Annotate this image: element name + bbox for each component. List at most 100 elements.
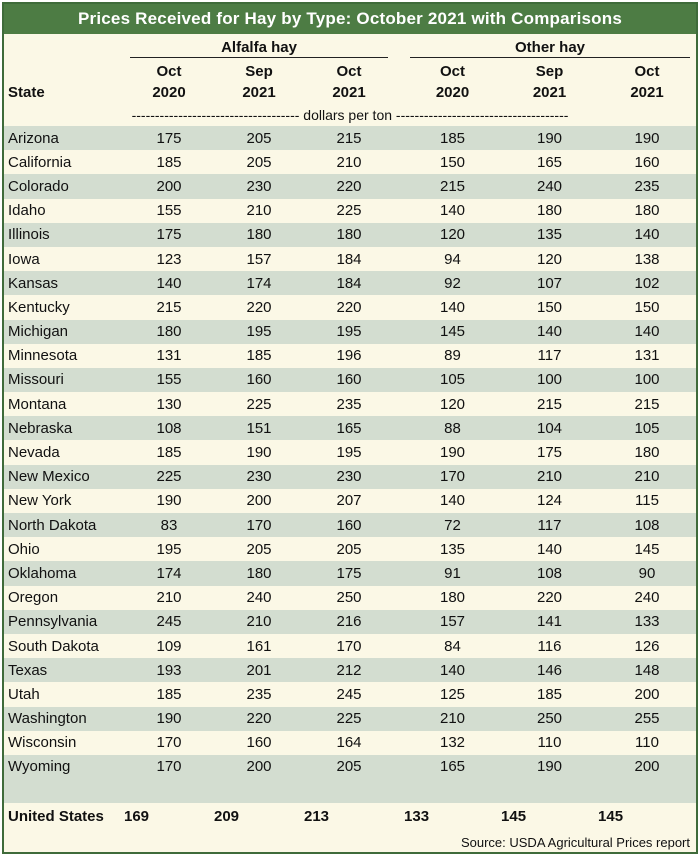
price-cell: 210	[537, 468, 563, 486]
table-row: Idaho 155 210 225 140 180 180	[4, 198, 697, 223]
state-cell: Oklahoma	[8, 564, 77, 582]
table-row: Nebraska 108 151 165 88 104 105	[4, 416, 697, 441]
price-cell: 215	[634, 395, 660, 413]
price-cell: 200	[634, 685, 660, 703]
price-cell: 170	[156, 758, 182, 776]
table-row: Oklahoma 174 180 175 91 108 90	[4, 561, 697, 586]
price-cell: 104	[537, 419, 563, 437]
price-cell: 185	[246, 347, 272, 365]
price-cell: 148	[634, 661, 660, 679]
price-cell: 207	[336, 492, 362, 510]
price-cell: 185	[537, 685, 563, 703]
spacer-row	[4, 779, 697, 804]
price-cell: 205	[336, 758, 362, 776]
price-cell: 190	[156, 492, 182, 510]
table-row: Montana 130 225 235 120 215 215	[4, 392, 697, 417]
col-header-bottom: 2020	[404, 80, 502, 104]
state-cell: New York	[8, 492, 72, 510]
table-body: Arizona 175 205 215 185 190 190 California 185 20…	[4, 126, 697, 780]
price-cell: 240	[634, 589, 660, 607]
price-cell: 180	[634, 202, 660, 220]
state-column-header: State	[4, 80, 124, 104]
price-cell: 240	[537, 177, 563, 195]
price-cell: 190	[440, 444, 466, 462]
price-cell: 205	[246, 129, 272, 147]
group-header-alfalfa: Alfalfa hay	[124, 34, 395, 58]
price-cell: 150	[440, 153, 466, 171]
price-cell: 190	[246, 444, 272, 462]
price-cell: 225	[246, 395, 272, 413]
total-cell: 145	[501, 803, 599, 830]
price-cell: 140	[440, 298, 466, 316]
price-cell: 175	[537, 444, 563, 462]
table-row: Michigan 180 195 195 145 140 140	[4, 319, 697, 344]
price-cell: 141	[537, 613, 563, 631]
price-cell: 210	[440, 710, 466, 728]
price-cell: 140	[634, 323, 660, 341]
price-cell: 165	[440, 758, 466, 776]
table-row: California 185 205 210 150 165 160	[4, 150, 697, 175]
price-cell: 150	[537, 298, 563, 316]
price-cell: 160	[246, 734, 272, 752]
price-cell: 120	[440, 226, 466, 244]
price-cell: 245	[336, 685, 362, 703]
price-cell: 210	[246, 613, 272, 631]
state-cell: Pennsylvania	[8, 613, 98, 631]
table-title: Prices Received for Hay by Type: October…	[4, 4, 696, 34]
price-cell: 190	[156, 710, 182, 728]
col-header-bottom: 2021	[501, 80, 599, 104]
state-cell: Iowa	[8, 250, 40, 268]
table-row: Kentucky 215 220 220 140 150 150	[4, 295, 697, 320]
price-cell: 109	[156, 637, 182, 655]
state-cell: Illinois	[8, 226, 50, 244]
price-cell: 175	[156, 226, 182, 244]
price-cell: 180	[336, 226, 362, 244]
price-cell: 220	[336, 298, 362, 316]
state-cell: Kansas	[8, 274, 59, 292]
table-row: Colorado 200 230 220 215 240 235	[4, 174, 697, 199]
table-row: Nevada 185 190 195 190 175 180	[4, 440, 697, 465]
price-cell: 170	[336, 637, 362, 655]
price-cell: 94	[444, 250, 461, 268]
price-cell: 100	[634, 371, 660, 389]
price-cell: 140	[537, 323, 563, 341]
price-cell: 124	[537, 492, 563, 510]
table-row: Ohio 195 205 205 135 140 145	[4, 537, 697, 562]
price-cell: 212	[336, 661, 362, 679]
price-cell: 220	[246, 298, 272, 316]
price-cell: 250	[537, 710, 563, 728]
state-cell: Nebraska	[8, 419, 73, 437]
price-cell: 184	[336, 274, 362, 292]
price-cell: 190	[537, 758, 563, 776]
price-cell: 138	[634, 250, 660, 268]
col-header-bottom: 2021	[598, 80, 697, 104]
price-cell: 115	[635, 492, 659, 510]
price-cell: 230	[246, 468, 272, 486]
price-cell: 132	[440, 734, 466, 752]
price-cell: 120	[440, 395, 466, 413]
table-row: Oregon 210 240 250 180 220 240	[4, 585, 697, 610]
state-cell: Washington	[8, 710, 87, 728]
price-cell: 145	[634, 540, 660, 558]
price-cell: 157	[246, 250, 272, 268]
price-cell: 185	[156, 685, 182, 703]
price-cell: 160	[336, 516, 362, 534]
price-cell: 100	[537, 371, 563, 389]
table-row: Illinois 175 180 180 120 135 140	[4, 222, 697, 247]
price-cell: 117	[537, 347, 562, 365]
total-row: United States 169 209 213 133 145 145	[4, 803, 697, 830]
price-cell: 220	[246, 710, 272, 728]
col-header-top: Oct	[124, 58, 214, 80]
table-row: Wyoming 170 200 205 165 190 200	[4, 754, 697, 780]
price-cell: 215	[440, 177, 466, 195]
price-cell: 120	[537, 250, 563, 268]
price-cell: 200	[156, 177, 182, 195]
price-cell: 108	[634, 516, 660, 534]
price-cell: 185	[156, 444, 182, 462]
total-cell: 213	[304, 803, 395, 830]
price-cell: 89	[444, 347, 461, 365]
table-row: Minnesota 131 185 196 89 117 131	[4, 343, 697, 368]
price-cell: 190	[537, 129, 563, 147]
price-cell: 140	[156, 274, 182, 292]
price-cell: 201	[246, 661, 272, 679]
